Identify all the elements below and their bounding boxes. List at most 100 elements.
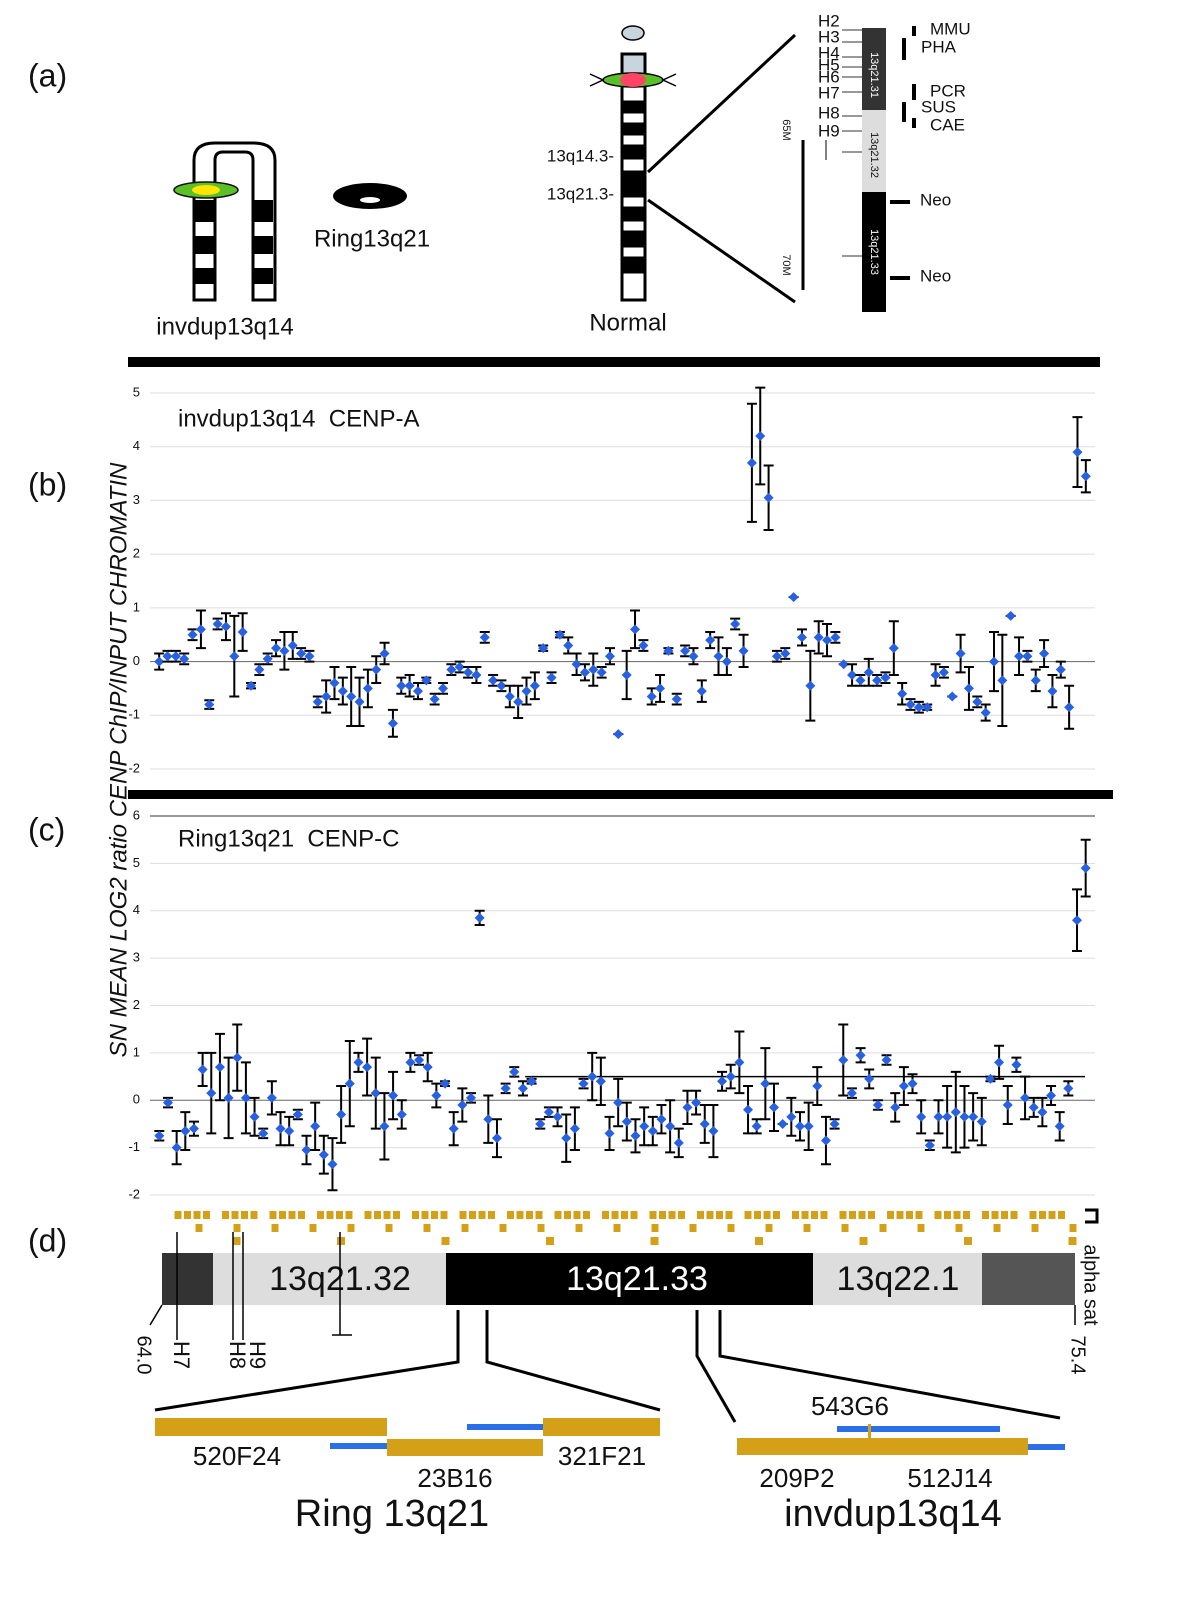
y-tick-label: 0 [133,653,140,668]
data-point [705,635,716,646]
y-tick-label: 4 [133,438,140,453]
data-point [763,492,774,503]
data-point [353,1057,364,1068]
sat-tick [964,1237,972,1245]
sat-tick [488,1211,495,1219]
y-tick-label: 3 [133,492,140,507]
data-point [613,729,624,740]
data-point [370,1088,381,1099]
band-name: 13q21.32 [868,132,880,178]
data-point [968,1111,979,1122]
data-point [630,624,641,635]
data-point [387,718,398,729]
data-point [796,632,807,643]
band-label: 13q21.3- [547,184,614,203]
data-point [1030,675,1041,686]
data-point [680,645,691,656]
sat-tick [298,1211,305,1219]
data-point [830,632,841,643]
data-point [180,1126,191,1137]
y-tick-label: -1 [128,1139,140,1154]
data-point [404,680,415,691]
marker-label: H3 [818,27,840,46]
sat-tick [678,1211,685,1219]
data-point [1072,915,1083,926]
assay-label: PCR [930,81,966,100]
data-point [691,1097,702,1108]
data-point [980,707,991,718]
marker-label: H4 [818,43,840,62]
data-point [1022,651,1033,662]
data-point [655,683,666,694]
sat-tick [896,1211,904,1219]
sat-tick [649,1211,657,1219]
sat-tick [193,1211,201,1219]
scale-label: 70M [780,254,792,275]
data-point [474,912,485,923]
data-point [336,1109,347,1120]
sat-tick [803,1224,811,1232]
data-point [463,667,474,678]
data-point [457,1099,468,1110]
data-point [682,1102,693,1113]
assay-label: PHA [921,37,957,56]
data-point [805,680,816,691]
data-point [942,1111,953,1122]
data-point [994,1057,1005,1068]
sat-tick [727,1224,735,1232]
zoom-bar [801,26,916,312]
data-point [154,1130,165,1141]
data-point [864,1073,875,1084]
data-point [232,1052,243,1063]
data-point [647,1126,658,1137]
data-point [803,1121,814,1132]
zoom-lines [154,1310,1061,1423]
sat-tick [621,1211,628,1219]
sat-tick [879,1224,887,1232]
data-point [786,1111,797,1122]
data-point [571,659,582,670]
sat-tick [309,1224,317,1232]
data-point [479,632,490,643]
data-point [788,592,799,603]
sat-tick [288,1211,296,1219]
data-point [446,664,457,675]
sat-tick [963,1211,970,1219]
data-point [898,1081,909,1092]
sat-tick [241,1211,248,1219]
clone-label: 23B16 [417,1463,492,1493]
data-point [1020,1092,1031,1103]
sat-tick [250,1211,258,1219]
scale-label: 65M [780,119,792,140]
data-point [304,651,315,662]
data-point [552,1111,563,1122]
data-point [379,1121,390,1132]
data-point [275,1123,286,1134]
data-point [587,1071,598,1082]
band-name: 13q21.31 [868,52,880,98]
y-tick-label: 5 [133,855,140,870]
band-label: 13q14.3- [547,146,614,165]
data-point [500,1083,511,1094]
sat-tick [423,1224,431,1232]
data-point [1055,664,1066,675]
data-point [422,1062,433,1073]
data-point [890,1102,901,1113]
sat-tick [659,1211,666,1219]
data-point [743,1104,754,1115]
sat-tick [1029,1211,1037,1219]
band-name: 13q21.33 [868,229,880,275]
data-point [240,1092,251,1103]
sat-tick [668,1211,676,1219]
sat-tick [461,1224,469,1232]
data-point [1039,648,1050,659]
data-point [1028,1102,1039,1113]
sat-tick [564,1211,571,1219]
sat-tick [953,1211,961,1219]
sat-tick [706,1211,714,1219]
data-point [699,1118,710,1129]
sat-tick [526,1211,533,1219]
data-point [1014,651,1025,662]
sat-tick [858,1211,866,1219]
data-point [696,686,707,697]
